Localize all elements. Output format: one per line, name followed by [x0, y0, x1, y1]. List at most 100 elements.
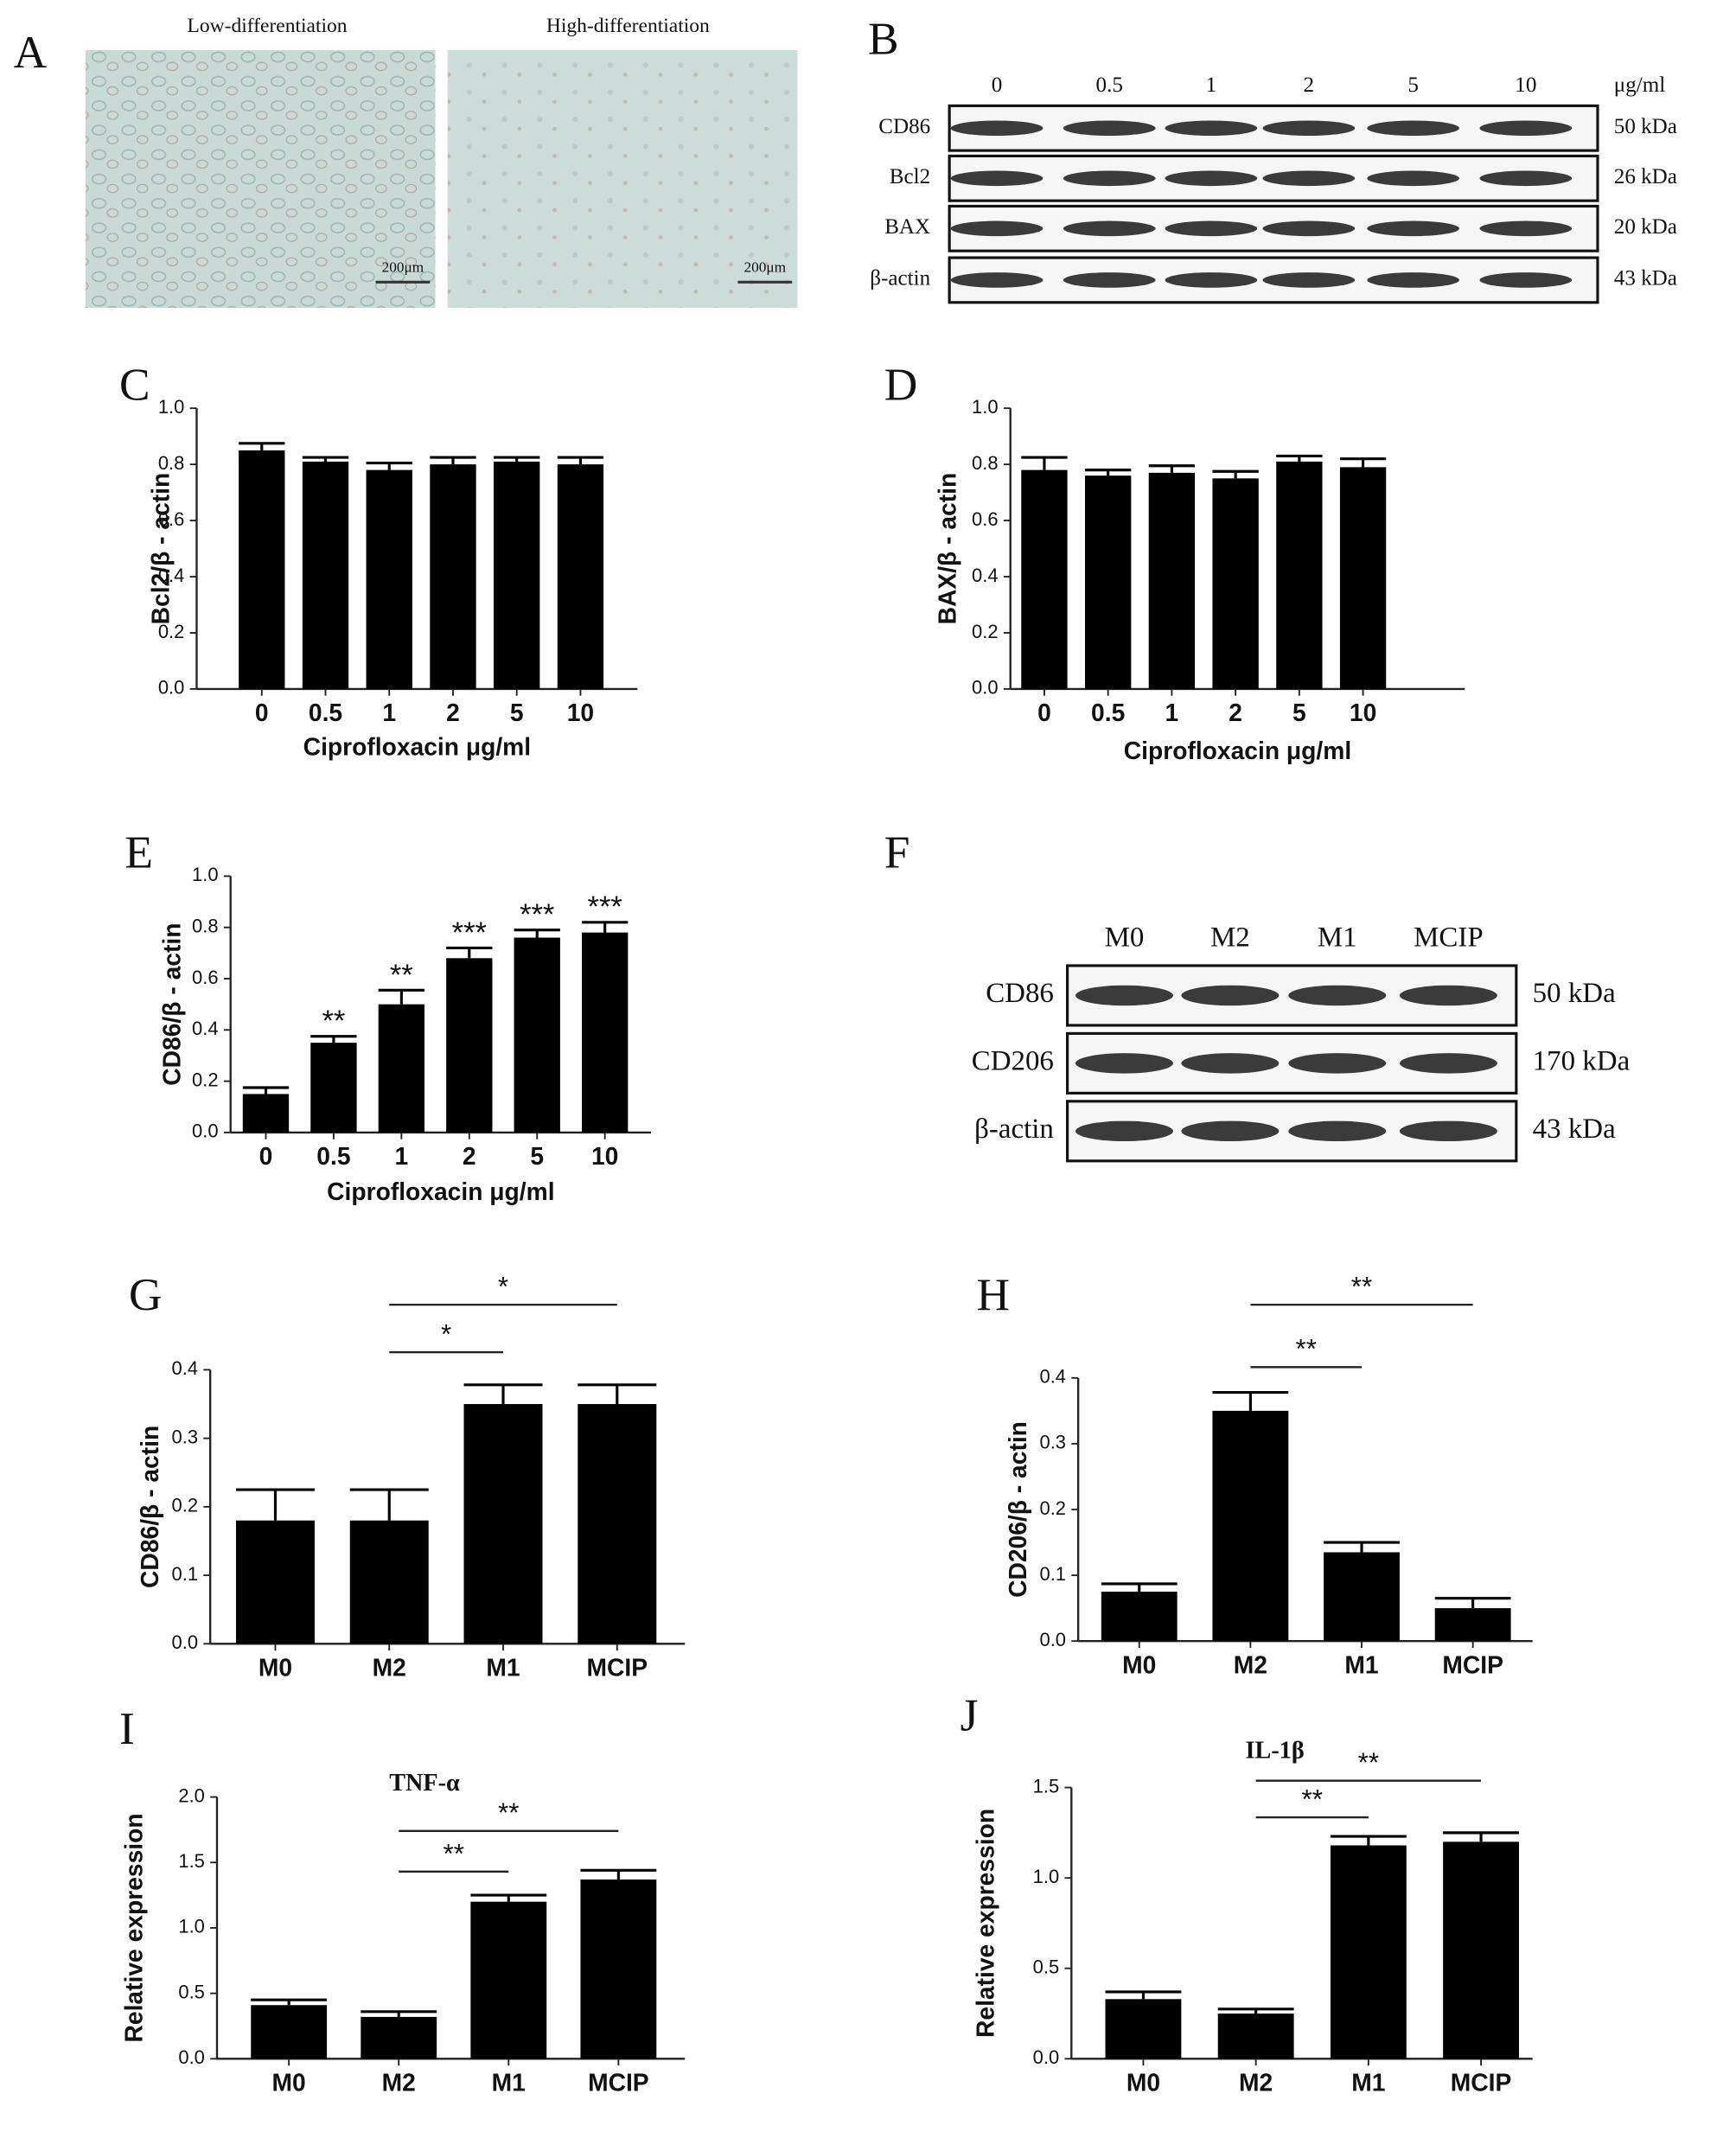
x-tick-label: 0 — [259, 1142, 273, 1170]
y-tick-label: 0.5 — [178, 1981, 205, 2002]
x-tick-label: MCIP — [587, 1654, 648, 1682]
x-tick-label: M1 — [486, 1654, 520, 1682]
row-label: β-actin — [974, 1114, 1054, 1145]
blot-band — [1367, 272, 1459, 288]
blot-band — [1367, 220, 1459, 237]
unit-label: μg/ml — [1614, 73, 1665, 97]
x-tick-label: M0 — [272, 2069, 306, 2097]
x-tick-label: M2 — [1239, 2069, 1273, 2097]
x-tick-label: M2 — [373, 1654, 406, 1682]
y-tick-label: 0.4 — [1040, 1366, 1067, 1388]
significance: ** — [390, 959, 413, 992]
bar — [581, 932, 629, 1133]
bar — [1339, 467, 1387, 689]
bar — [1021, 469, 1068, 689]
y-tick-label: 0.0 — [178, 2046, 205, 2068]
significance: ** — [1302, 1784, 1323, 1815]
lane-label: 10 — [1515, 73, 1536, 97]
bar — [1217, 2014, 1294, 2059]
x-tick-label: 0.5 — [316, 1142, 350, 1170]
y-tick-label: 0.1 — [1040, 1563, 1067, 1585]
x-axis-label: Ciprofloxacin μg/ml — [303, 732, 531, 760]
bar — [557, 464, 604, 689]
row-label: BAX — [884, 215, 930, 239]
blot-band — [1063, 170, 1156, 187]
y-tick-label: 0.3 — [172, 1426, 199, 1447]
row-label: CD86 — [878, 115, 930, 138]
y-tick-label: 1.0 — [972, 396, 999, 418]
y-tick-label: 2.0 — [178, 1784, 205, 1806]
y-axis-label: CD206/β - actin — [1004, 1421, 1031, 1598]
x-axis-label: Ciprofloxacin μg/ml — [1124, 737, 1351, 764]
blot-band — [1063, 120, 1156, 137]
blot-band — [1479, 220, 1573, 237]
x-tick-label: M1 — [1351, 2069, 1385, 2097]
y-tick-label: 0.4 — [172, 1357, 199, 1379]
y-tick-label: 0.0 — [192, 1120, 219, 1142]
blot-band — [1288, 1053, 1387, 1074]
micrograph — [447, 50, 798, 309]
bar — [1212, 478, 1259, 689]
blot-band — [1165, 170, 1258, 187]
panel-letter: G — [129, 1268, 163, 1320]
bar — [1212, 1410, 1289, 1642]
blot-band — [1262, 170, 1356, 187]
bar — [1443, 1841, 1519, 2059]
y-axis-label: Bcl2/β - actin — [147, 473, 175, 625]
size-label: 50 kDa — [1614, 115, 1677, 138]
y-tick-label: 0.4 — [192, 1018, 219, 1039]
x-tick-label: 2 — [446, 699, 460, 726]
bar — [1105, 1999, 1182, 2059]
x-tick-label: MCIP — [588, 2069, 649, 2097]
y-tick-label: 0.0 — [172, 1631, 199, 1653]
y-tick-label: 0.5 — [1033, 1956, 1060, 1978]
blot-band — [1399, 1120, 1497, 1142]
x-tick-label: M0 — [1126, 2069, 1160, 2097]
row-label: CD86 — [986, 978, 1054, 1009]
significance: ** — [1358, 1747, 1379, 1778]
x-tick-label: 5 — [510, 699, 524, 726]
x-tick-label: M0 — [258, 1654, 292, 1682]
significance: ** — [498, 1797, 519, 1828]
blot-band — [950, 272, 1044, 288]
size-label: 43 kDa — [1614, 267, 1677, 290]
x-tick-label: M0 — [1122, 1650, 1156, 1678]
y-tick-label: 0.8 — [192, 915, 219, 936]
bar — [580, 1879, 657, 2059]
blot-band — [1075, 1053, 1173, 1074]
y-tick-label: 0.8 — [972, 452, 999, 474]
size-label: 20 kDa — [1614, 215, 1677, 239]
x-tick-label: M1 — [1344, 1650, 1378, 1678]
row-label: Bcl2 — [890, 165, 930, 188]
y-axis-label: BAX/β - actin — [934, 473, 961, 625]
lane-label: 0.5 — [1096, 73, 1123, 97]
y-tick-label: 0.2 — [1040, 1497, 1067, 1519]
y-tick-label: 0.0 — [972, 677, 999, 699]
y-tick-label: 0.2 — [972, 621, 999, 642]
panel-letter: A — [14, 26, 48, 78]
blot-band — [1367, 170, 1459, 187]
x-tick-label: M1 — [492, 2069, 526, 2097]
y-axis-label: Relative expression — [972, 1809, 999, 2038]
image-label: High-differentiation — [546, 15, 710, 37]
blot-band — [1367, 120, 1459, 137]
blot-band — [1063, 220, 1156, 237]
y-tick-label: 0.0 — [1033, 2046, 1060, 2068]
x-tick-label: 0 — [255, 699, 269, 726]
x-tick-label: 5 — [1292, 699, 1306, 726]
x-tick-label: 1 — [382, 699, 396, 726]
y-tick-label: 0.0 — [158, 677, 185, 699]
y-tick-label: 1.0 — [158, 396, 185, 418]
image-label: Low-differentiation — [188, 15, 348, 37]
panel-letter: H — [976, 1268, 1010, 1320]
panel-letter: D — [884, 358, 918, 410]
x-tick-label: 10 — [567, 699, 594, 726]
bar — [302, 461, 349, 689]
y-tick-label: 0.4 — [158, 565, 185, 586]
y-tick-label: 1.5 — [1033, 1775, 1060, 1797]
lane-label: M1 — [1318, 922, 1357, 954]
bar — [310, 1043, 357, 1133]
significance: *** — [520, 898, 554, 931]
